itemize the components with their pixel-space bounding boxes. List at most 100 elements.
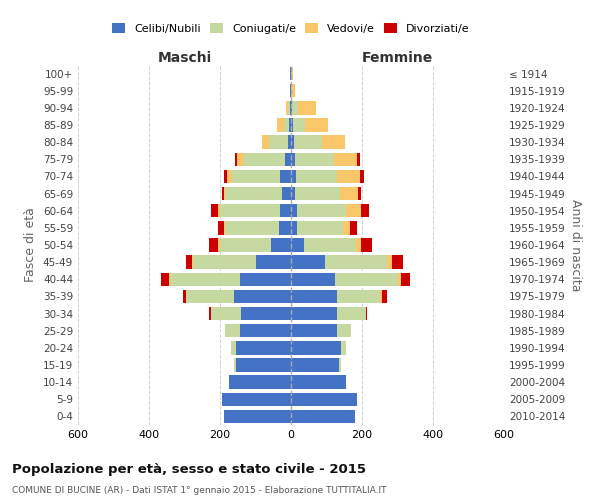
Bar (360, 170, 364, 183)
Bar (291, 358, 339, 372)
Bar (230, 341, 236, 354)
Bar (291, 410, 355, 423)
Bar (291, 272, 335, 286)
Bar (226, 324, 239, 338)
Bar (322, 136, 346, 149)
Bar (292, 101, 298, 114)
Y-axis label: Fasce di età: Fasce di età (25, 208, 37, 282)
Bar (239, 272, 291, 286)
Bar (211, 307, 241, 320)
Bar (291, 84, 295, 98)
Bar (337, 170, 360, 183)
Bar (218, 238, 220, 252)
Bar (224, 410, 291, 423)
Bar (186, 256, 191, 269)
Bar (282, 187, 291, 200)
Bar (298, 204, 346, 218)
Bar (334, 152, 356, 166)
Bar (337, 307, 365, 320)
Bar (232, 170, 280, 183)
Bar (226, 187, 282, 200)
Bar (239, 324, 291, 338)
Bar (291, 341, 341, 354)
Bar (291, 392, 356, 406)
Bar (169, 272, 170, 286)
Bar (401, 272, 410, 286)
Bar (288, 101, 290, 114)
Bar (236, 358, 291, 372)
Bar (193, 256, 256, 269)
Bar (365, 307, 367, 320)
Bar (380, 290, 382, 303)
Bar (337, 324, 352, 338)
Bar (288, 136, 291, 149)
Bar (291, 324, 337, 338)
Bar (284, 118, 289, 132)
Bar (296, 170, 337, 183)
Bar (271, 238, 291, 252)
Bar (361, 238, 372, 252)
Bar (291, 221, 298, 234)
Bar (295, 187, 340, 200)
Bar (209, 307, 211, 320)
Bar (392, 256, 403, 269)
Bar (186, 290, 234, 303)
Bar (291, 187, 295, 200)
Text: Femmine: Femmine (362, 51, 433, 65)
Bar (224, 170, 227, 183)
Bar (343, 221, 350, 234)
Bar (291, 136, 294, 149)
Bar (256, 256, 291, 269)
Bar (234, 358, 236, 372)
Bar (295, 152, 334, 166)
Bar (280, 204, 291, 218)
Bar (291, 101, 292, 114)
Bar (325, 256, 387, 269)
Text: COMUNE DI BUCINE (AR) - Dati ISTAT 1° gennaio 2015 - Elaborazione TUTTITALIA.IT: COMUNE DI BUCINE (AR) - Dati ISTAT 1° ge… (12, 486, 386, 495)
Bar (226, 221, 278, 234)
Bar (236, 341, 291, 354)
Bar (358, 187, 361, 200)
Bar (220, 204, 280, 218)
Bar (340, 187, 358, 200)
Bar (305, 118, 328, 132)
Bar (224, 187, 226, 200)
Bar (244, 152, 284, 166)
Bar (398, 272, 401, 286)
Bar (286, 101, 288, 114)
Bar (346, 204, 361, 218)
Bar (289, 118, 291, 132)
Bar (290, 67, 291, 80)
Bar (227, 170, 232, 183)
Bar (291, 290, 337, 303)
Text: Popolazione per età, sesso e stato civile - 2015: Popolazione per età, sesso e stato civil… (12, 462, 366, 475)
Bar (218, 221, 224, 234)
Bar (298, 101, 316, 114)
Bar (291, 256, 325, 269)
Bar (170, 272, 239, 286)
Bar (284, 152, 291, 166)
Bar (356, 238, 361, 252)
Bar (220, 238, 271, 252)
Bar (291, 376, 346, 389)
Bar (291, 118, 293, 132)
Bar (183, 290, 186, 303)
Bar (262, 136, 269, 149)
Bar (278, 221, 291, 234)
Bar (341, 341, 346, 354)
Bar (291, 67, 293, 80)
Legend: Celibi/Nubili, Coniugati/e, Vedovi/e, Divorziati/e: Celibi/Nubili, Coniugati/e, Vedovi/e, Di… (109, 20, 473, 38)
Y-axis label: Anni di nascita: Anni di nascita (569, 198, 582, 291)
Bar (337, 290, 380, 303)
Bar (356, 152, 360, 166)
Bar (291, 170, 296, 183)
Bar (280, 170, 291, 183)
Bar (291, 307, 337, 320)
Bar (277, 118, 284, 132)
Text: Maschi: Maschi (157, 51, 212, 65)
Bar (339, 358, 341, 372)
Bar (382, 290, 387, 303)
Bar (294, 136, 322, 149)
Bar (235, 152, 236, 166)
Bar (229, 376, 291, 389)
